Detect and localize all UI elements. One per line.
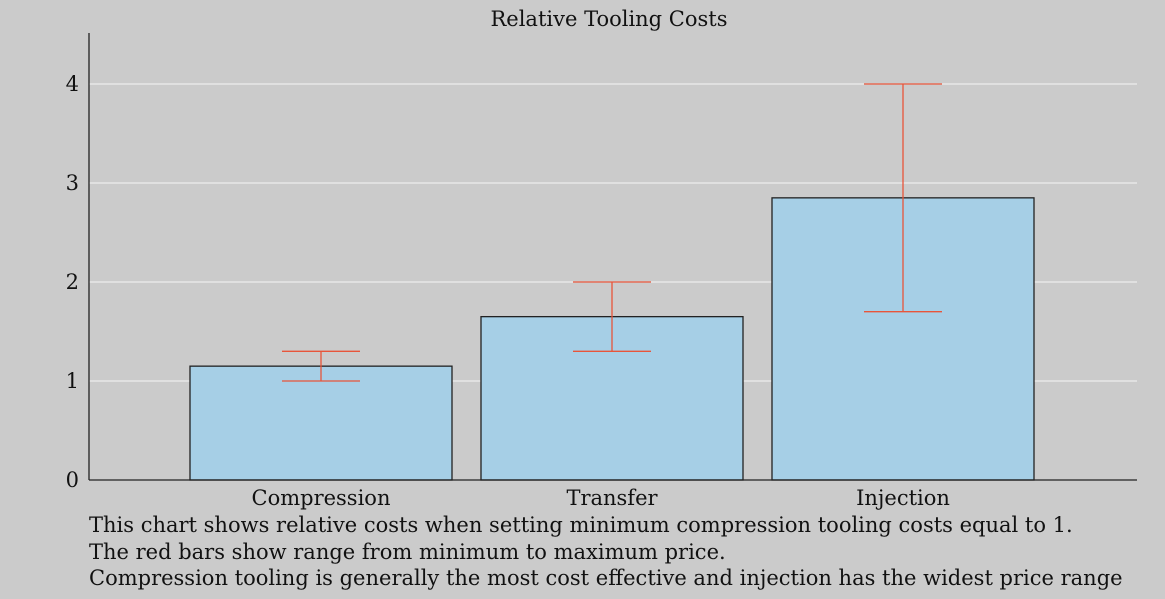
error-bar-compression — [282, 350, 360, 382]
y-tick-labels: 0 1 2 3 4 — [66, 72, 79, 492]
caption-line: The red bars show range from minimum to … — [89, 539, 726, 564]
y-tick-label: 1 — [66, 369, 79, 393]
x-tick-label: Injection — [856, 486, 950, 510]
chart-caption: This chart shows relative costs when set… — [89, 512, 1123, 592]
caption-line: This chart shows relative costs when set… — [89, 513, 1073, 537]
error-bar-transfer — [573, 281, 651, 352]
bar-chart: Relative Tooling Costs 0 1 2 3 4 Compression… — [66, 7, 1137, 510]
y-tick-label: 0 — [66, 468, 79, 492]
x-tick-labels: Compression Transfer Injection — [252, 486, 950, 510]
chart-title: Relative Tooling Costs — [490, 7, 727, 31]
y-tick-label: 2 — [66, 270, 79, 294]
x-tick-label: Compression — [252, 486, 391, 510]
x-tick-label: Transfer — [566, 486, 658, 510]
bar-compression — [189, 365, 453, 481]
caption-line: Compression tooling is generally the mos… — [89, 566, 1123, 590]
y-tick-label: 4 — [66, 72, 79, 96]
error-bars — [282, 83, 942, 382]
error-bar-injection — [864, 83, 942, 313]
y-tick-label: 3 — [66, 171, 79, 195]
axes — [88, 33, 1137, 481]
